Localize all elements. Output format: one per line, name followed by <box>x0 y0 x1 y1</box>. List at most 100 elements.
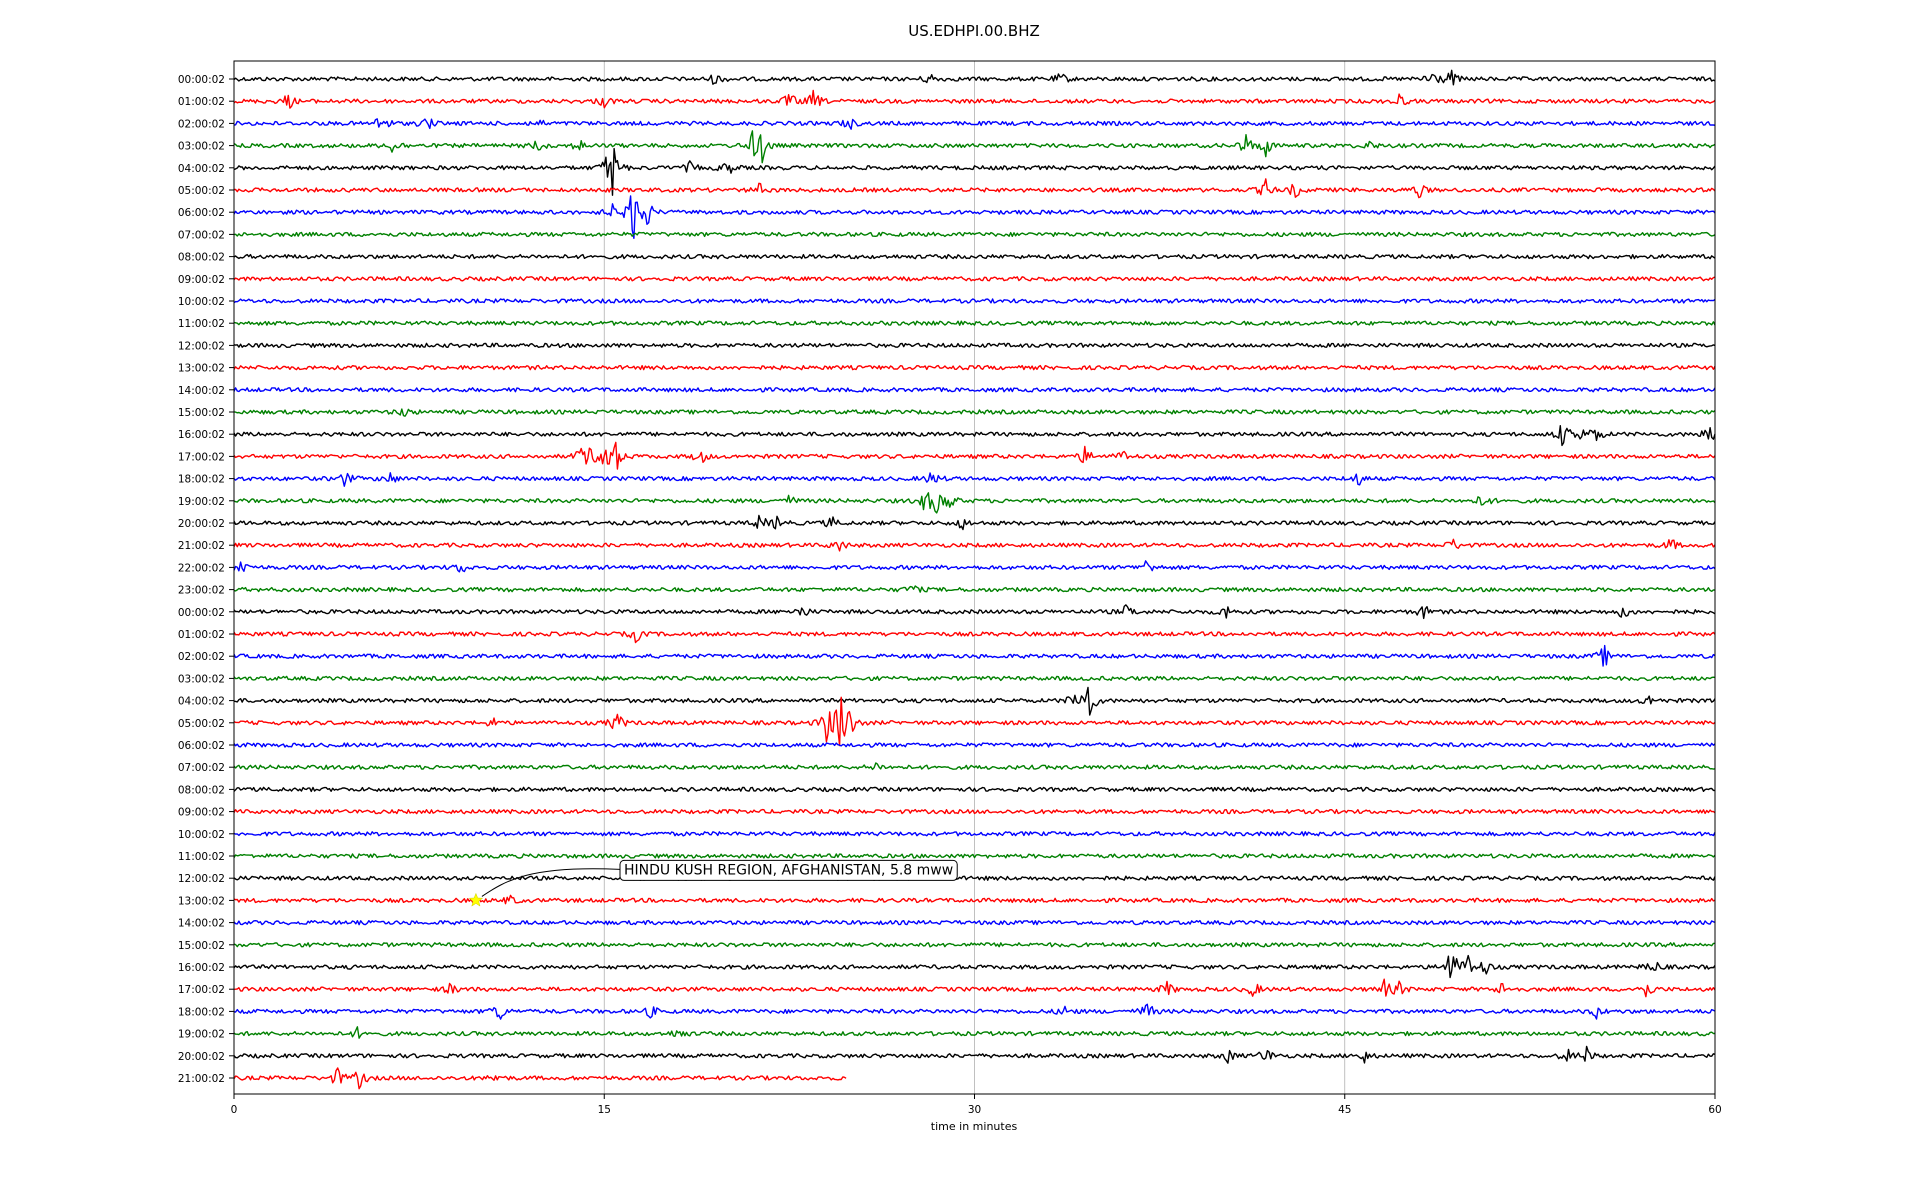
x-axis-label: time in minutes <box>931 1120 1018 1133</box>
row-time-label: 15:00:02 <box>178 940 225 952</box>
trace-line <box>233 585 1716 593</box>
trace-line <box>233 894 1716 905</box>
row-time-label: 18:00:02 <box>178 1006 225 1018</box>
event-star-marker <box>468 892 484 907</box>
row-time-label: 00:00:02 <box>178 74 225 86</box>
trace-line <box>233 195 1716 239</box>
chart-title: US.EDHPI.00.BHZ <box>908 22 1040 40</box>
trace-line <box>233 1067 847 1090</box>
annotation-box <box>619 859 958 881</box>
trace-line <box>233 875 1716 881</box>
trace-line <box>233 954 1716 979</box>
row-time-label: 06:00:02 <box>178 740 225 752</box>
x-axis-ticks: 0 15 30 45 60 <box>231 1094 1722 1116</box>
trace-line <box>233 942 1716 948</box>
trace-line <box>233 425 1716 447</box>
seismogram-traces <box>233 69 1716 1090</box>
row-time-label: 09:00:02 <box>178 807 225 819</box>
row-time-label: 00:00:02 <box>178 607 225 619</box>
trace-line <box>234 178 1716 199</box>
trace-line <box>233 231 1716 238</box>
event-annotation-text: HINDU KUSH REGION, AFGHANISTAN, 5.8 mww <box>624 862 953 878</box>
trace-line <box>233 831 1716 837</box>
trace-line <box>233 631 1716 644</box>
row-time-label: 13:00:02 <box>178 895 225 907</box>
row-time-label: 09:00:02 <box>178 274 225 286</box>
trace-line <box>233 696 1716 747</box>
annotation-arrow <box>481 868 621 897</box>
row-time-label: 07:00:02 <box>178 762 225 774</box>
x-tick-label: 60 <box>1708 1104 1721 1116</box>
row-time-label: 02:00:02 <box>178 651 225 663</box>
row-time-label: 12:00:02 <box>178 340 225 352</box>
trace-line <box>233 298 1716 304</box>
event-annotation: HINDU KUSH REGION, AFGHANISTAN, 5.8 mww <box>468 859 958 907</box>
row-time-label: 05:00:02 <box>178 185 225 197</box>
row-time-label: 18:00:02 <box>178 474 225 486</box>
trace-line <box>233 147 1716 196</box>
row-time-label: 10:00:02 <box>178 296 225 308</box>
trace-line <box>233 604 1716 620</box>
row-time-label: 21:00:02 <box>178 1073 225 1085</box>
trace-line <box>233 89 1716 109</box>
row-time-label: 20:00:02 <box>178 1051 225 1063</box>
trace-line <box>233 387 1716 393</box>
trace-line <box>233 853 1716 859</box>
row-time-label: 07:00:02 <box>178 229 225 241</box>
y-axis-time-labels: 00:00:02 01:00:02 02:00:02 03:00:02 04:00:02… <box>178 74 234 1085</box>
trace-line <box>233 978 1716 998</box>
trace-line <box>233 560 1716 573</box>
trace-line <box>233 538 1716 552</box>
row-time-label: 10:00:02 <box>178 829 225 841</box>
row-time-label: 22:00:02 <box>178 562 225 574</box>
row-time-label: 13:00:02 <box>178 363 225 375</box>
trace-line <box>233 686 1716 716</box>
x-tick-label: 30 <box>968 1104 981 1116</box>
row-time-label: 14:00:02 <box>178 918 225 930</box>
trace-line <box>233 514 1716 531</box>
row-time-label: 19:00:02 <box>178 1029 225 1041</box>
row-time-label: 14:00:02 <box>178 385 225 397</box>
row-time-label: 21:00:02 <box>178 540 225 552</box>
row-time-label: 08:00:02 <box>178 784 225 796</box>
trace-line <box>233 1003 1716 1020</box>
trace-line <box>233 441 1716 470</box>
row-time-label: 19:00:02 <box>178 496 225 508</box>
row-time-label: 04:00:02 <box>178 696 225 708</box>
row-time-label: 17:00:02 <box>178 984 225 996</box>
row-time-label: 06:00:02 <box>178 207 225 219</box>
trace-line <box>233 919 1716 926</box>
row-time-label: 23:00:02 <box>178 585 225 597</box>
trace-line <box>233 762 1716 771</box>
row-time-label: 01:00:02 <box>178 96 225 108</box>
row-time-label: 11:00:02 <box>178 851 225 863</box>
row-time-label: 02:00:02 <box>178 118 225 130</box>
trace-line <box>233 808 1716 815</box>
trace-line <box>233 253 1716 260</box>
trace-line <box>233 472 1716 487</box>
row-time-label: 17:00:02 <box>178 451 225 463</box>
trace-line <box>233 742 1716 748</box>
x-tick-label: 0 <box>231 1104 238 1116</box>
trace-line <box>233 786 1716 793</box>
trace-line <box>233 492 1716 514</box>
row-time-label: 16:00:02 <box>178 962 225 974</box>
trace-line <box>233 118 1716 130</box>
trace-line <box>233 276 1716 282</box>
x-tick-label: 45 <box>1338 1104 1351 1116</box>
trace-line <box>233 675 1716 682</box>
x-tick-label: 15 <box>598 1104 611 1116</box>
row-time-label: 11:00:02 <box>178 318 225 330</box>
trace-line <box>233 320 1716 326</box>
trace-line <box>233 644 1716 667</box>
row-time-label: 08:00:02 <box>178 252 225 264</box>
row-time-label: 01:00:02 <box>178 629 225 641</box>
row-time-label: 20:00:02 <box>178 518 225 530</box>
trace-line <box>233 408 1716 417</box>
trace-line <box>233 69 1716 86</box>
row-time-label: 16:00:02 <box>178 429 225 441</box>
trace-line <box>233 1045 1716 1064</box>
row-time-label: 05:00:02 <box>178 718 225 730</box>
trace-line <box>233 364 1716 371</box>
